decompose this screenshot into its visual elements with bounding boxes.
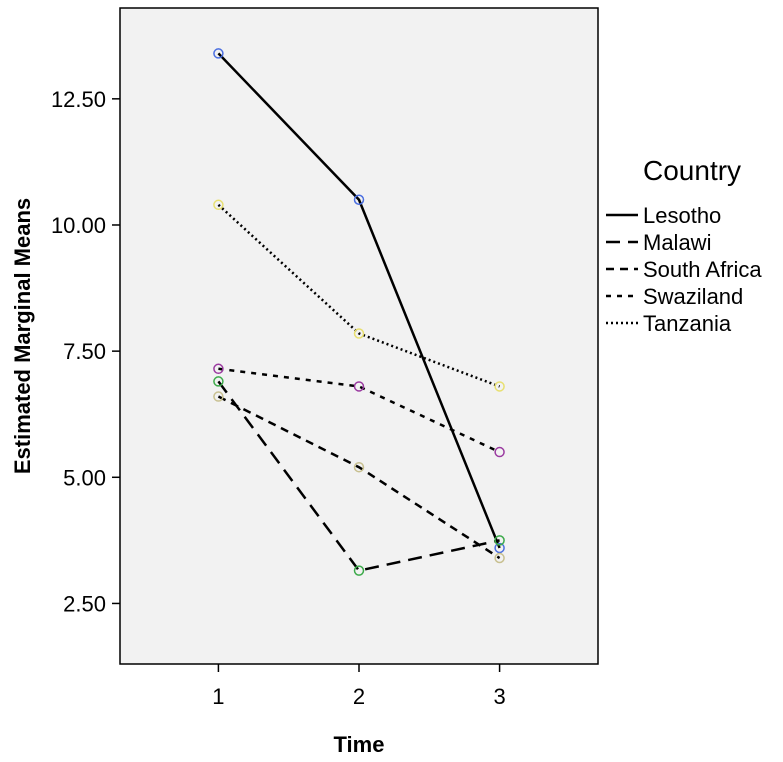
y-axis: 2.50 5.00 7.50 10.00 12.50 [51,87,120,616]
y-axis-title: Estimated Marginal Means [10,198,35,474]
data-point [494,542,505,554]
x-axis: 1 2 3 [212,664,506,709]
series-line [218,367,501,454]
series-lines [217,52,501,573]
legend-label: Malawi [643,230,711,255]
data-point [213,363,224,375]
y-tick-label: 12.50 [51,87,106,112]
legend-label: Tanzania [643,311,732,336]
data-point [494,381,505,392]
x-tick-label: 1 [212,684,224,709]
legend-label: Swaziland [643,284,743,309]
series-line [217,395,501,560]
legend-label: Lesotho [643,203,721,228]
series-line [217,203,501,388]
x-tick-label: 2 [353,684,365,709]
series-line [217,52,501,549]
series-markers [213,48,505,576]
data-point [353,194,365,206]
data-point [213,376,224,387]
y-tick-label: 7.50 [63,339,106,364]
data-point [213,48,224,59]
data-point [353,381,365,392]
data-point [494,535,505,546]
data-point [494,552,505,564]
data-point [494,446,505,458]
data-point [353,565,365,576]
data-point [213,199,224,211]
x-tick-label: 3 [493,684,505,709]
series-line [217,380,500,573]
y-tick-label: 10.00 [51,213,106,238]
plot-area [119,7,599,665]
data-point [213,391,224,402]
data-point [353,461,365,473]
data-point [353,328,365,339]
y-tick-label: 2.50 [63,591,106,616]
legend-label: South Africa [643,257,762,282]
legend-title: Country [643,155,741,186]
x-axis-title: Time [334,732,385,757]
y-tick-label: 5.00 [63,465,106,490]
